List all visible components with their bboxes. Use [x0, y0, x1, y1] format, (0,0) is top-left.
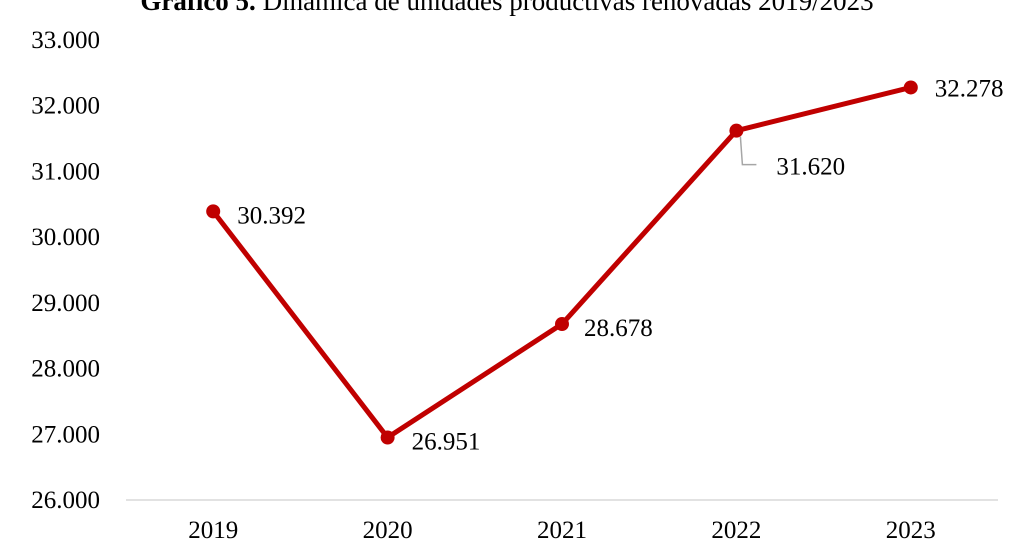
y-tick-label: 28.000	[31, 356, 100, 383]
data-label: 31.620	[776, 154, 845, 181]
data-label: 32.278	[935, 75, 1004, 102]
chart-title-text: Dinámica de unidades productivas renovad…	[255, 0, 874, 16]
data-point	[903, 80, 918, 95]
chart-title: Gráfico 5. Dinámica de unidades producti…	[0, 0, 1014, 17]
data-point	[555, 317, 569, 332]
x-tick-label: 2021	[537, 517, 587, 544]
x-tick-label: 2019	[188, 517, 238, 544]
x-tick-label: 2022	[711, 517, 761, 544]
y-tick-label: 30.000	[31, 224, 100, 251]
series-line	[206, 80, 918, 445]
data-point	[206, 204, 221, 219]
data-label: 30.392	[237, 202, 306, 229]
x-axis: 2019 2020 2021 2022 2023	[126, 499, 998, 544]
x-tick-label: 2020	[363, 517, 413, 544]
data-point	[380, 430, 395, 445]
y-tick-label: 31.000	[31, 158, 100, 185]
chart-title-bold: Gráfico 5.	[140, 0, 256, 16]
y-tick-label: 27.000	[31, 421, 100, 448]
x-tick-label: 2023	[886, 517, 936, 544]
data-point	[729, 123, 744, 138]
series-polyline	[210, 84, 914, 441]
data-label: 28.678	[584, 315, 653, 342]
y-tick-label: 26.000	[31, 487, 100, 514]
y-tick-label: 32.000	[31, 93, 100, 120]
data-label: 26.951	[412, 429, 481, 456]
data-labels: 30.392 26.951 28.678 31.620 32.278	[237, 75, 1003, 455]
y-axis: 26.000 27.000 28.000 29.000 30.000 31.000 32.0…	[31, 27, 100, 514]
leader-line	[739, 136, 757, 166]
y-tick-label: 33.000	[31, 27, 100, 54]
y-tick-label: 29.000	[31, 290, 100, 317]
